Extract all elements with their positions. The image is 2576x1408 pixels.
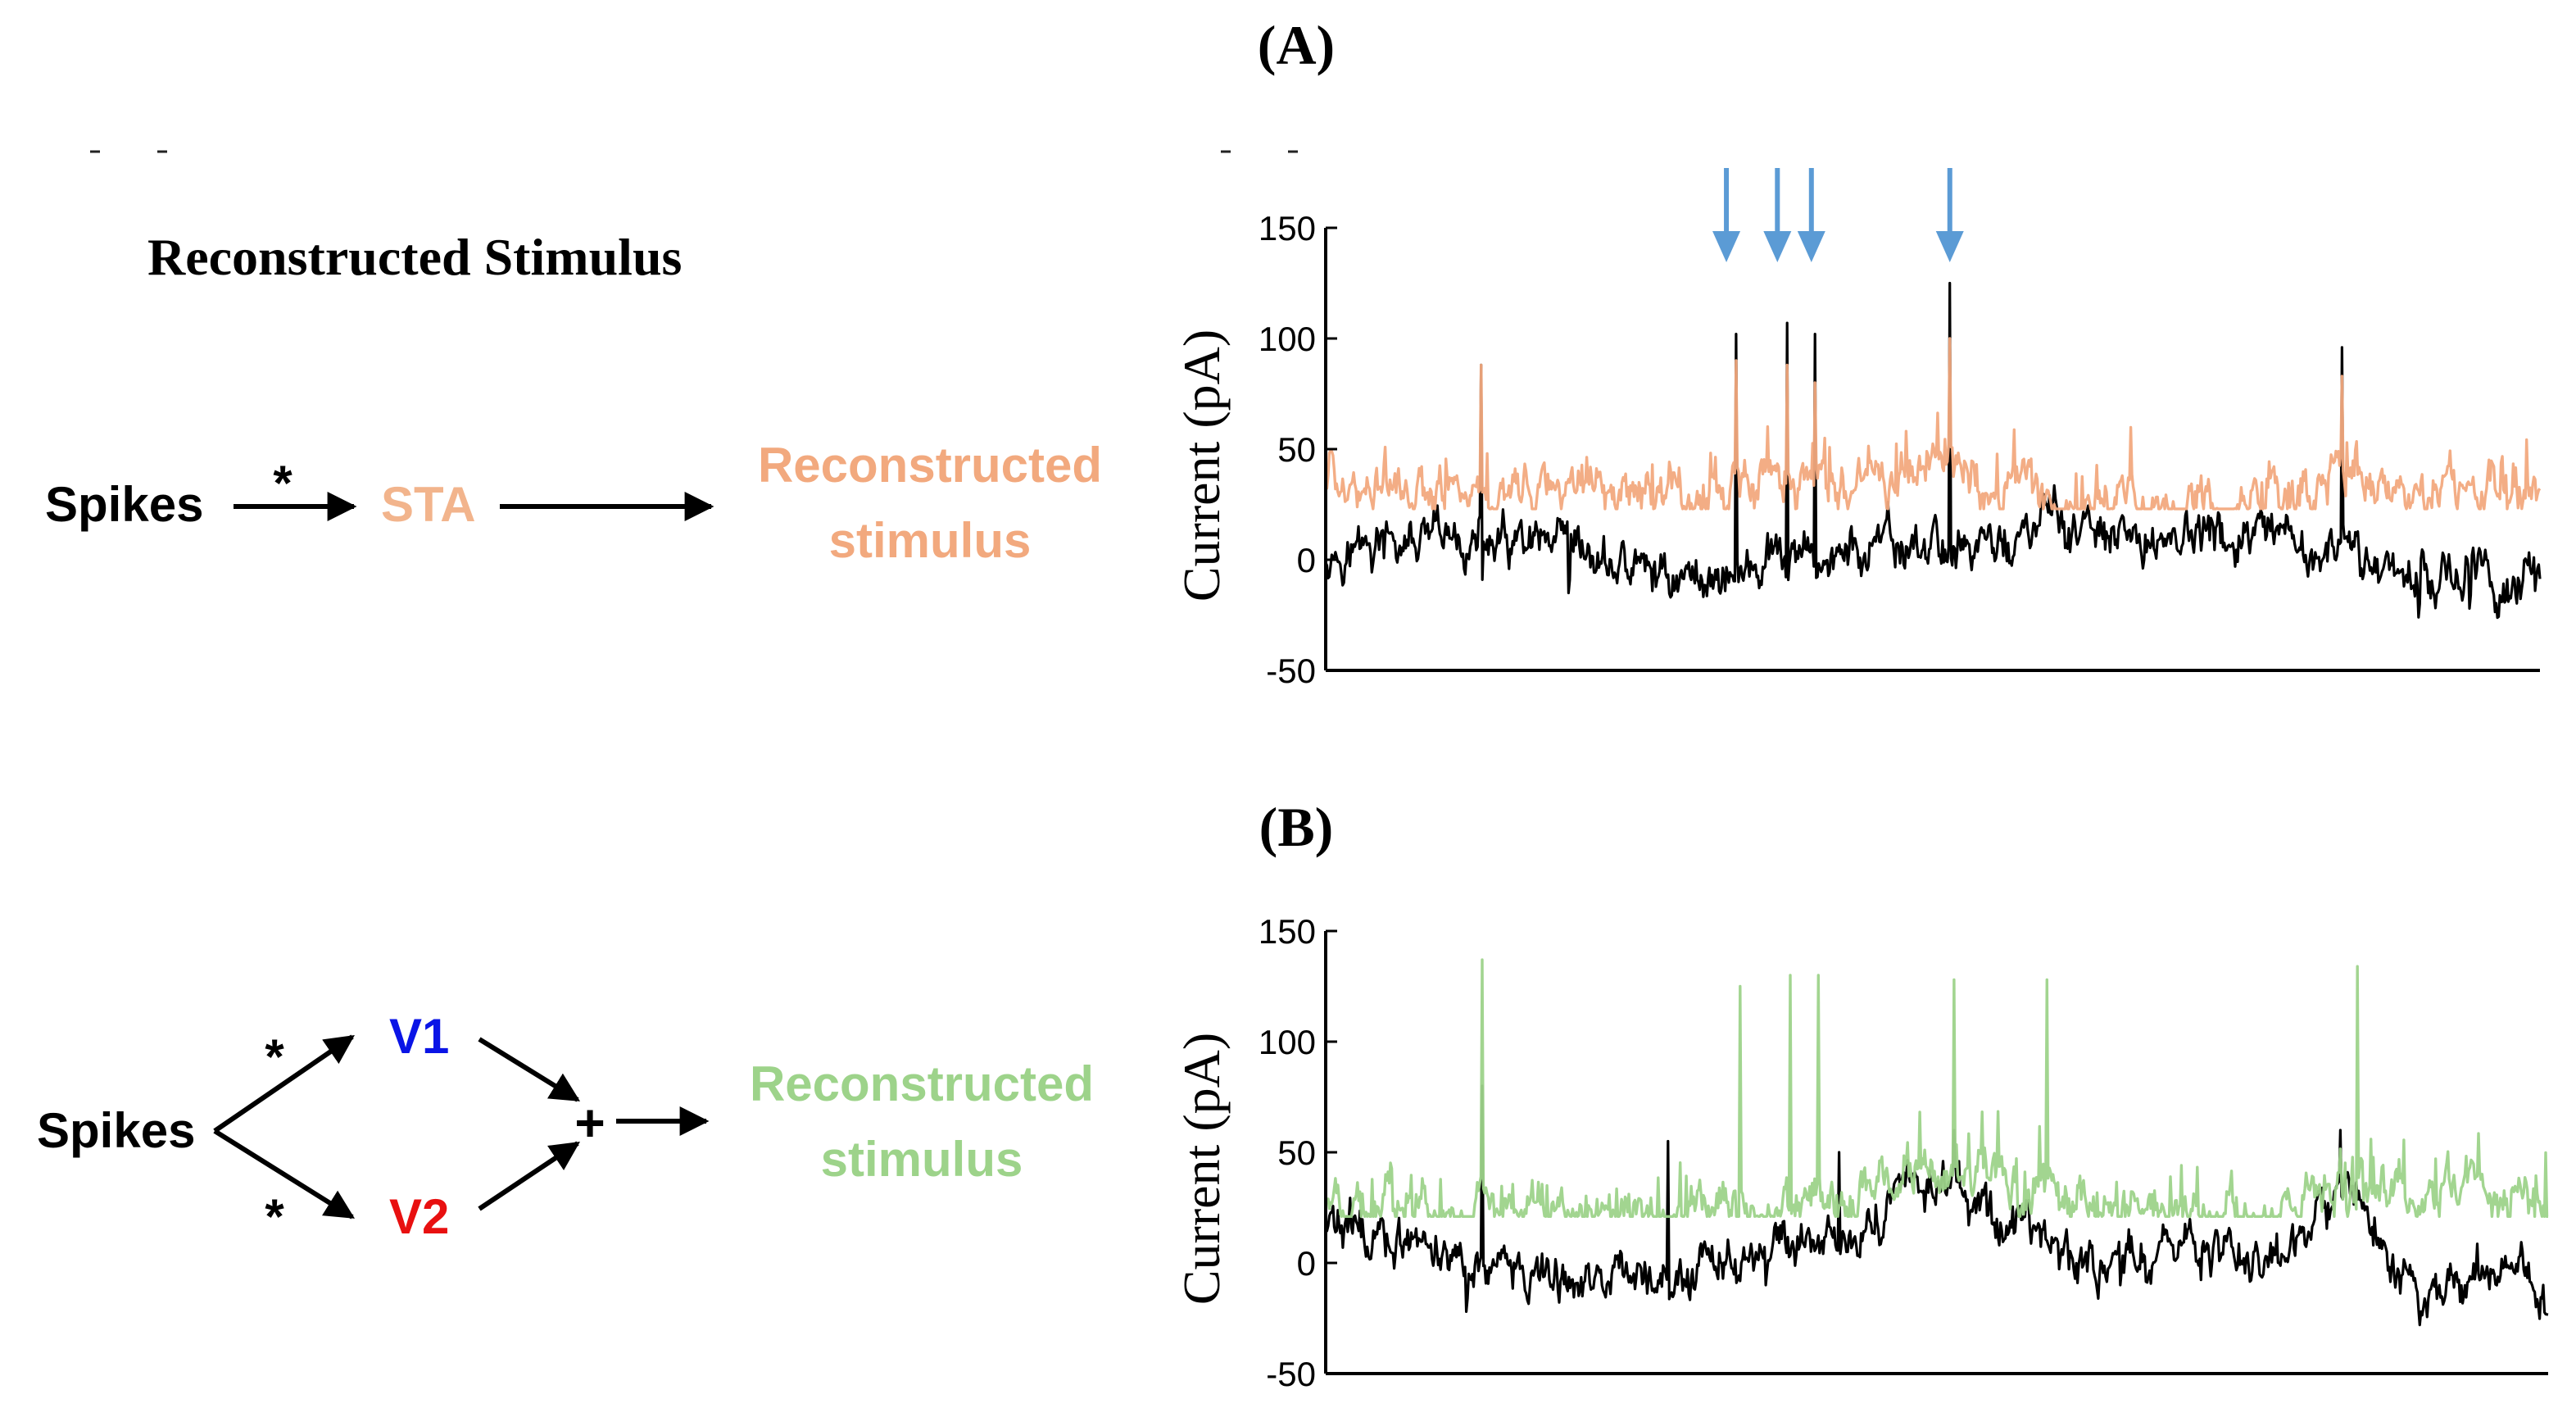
y-tick-label: 50 [1277, 1133, 1316, 1172]
chart-a: 150 100 50 0 -50 Current (pA) [1172, 168, 2542, 690]
series-line-reconstructed [1324, 337, 2542, 511]
diagram-a: Spikes * STA Reconstructed stimulus [45, 438, 1102, 568]
y-axis-label: Current (pA) [1172, 329, 1231, 602]
y-tick-label: 0 [1297, 1244, 1316, 1283]
diagram-a-convolve-symbol: * [273, 456, 293, 511]
diagram-title: Reconstructed Stimulus [147, 228, 682, 286]
diagram-b-sum: + [574, 1093, 605, 1152]
y-tick-label: 150 [1259, 912, 1316, 951]
series-line-reconstructed [1324, 958, 2549, 1218]
series-line-measured [1324, 281, 2542, 620]
diagram-b-arrow-to-v1 [213, 1034, 355, 1133]
diagram-b-arrow-to-v2 [213, 1129, 356, 1220]
annotation-arrow-head [1763, 231, 1792, 262]
diagram-b-output-line1: Reconstructed [750, 1056, 1094, 1111]
diagram-a-sta: STA [381, 477, 476, 532]
diagram-b-v2: V2 [389, 1189, 449, 1244]
series-line-measured [1324, 1084, 2549, 1327]
chart-b: 150 100 50 0 -50 Current (pA) [1172, 912, 2549, 1393]
y-tick-label: 100 [1259, 1023, 1316, 1061]
diagram-a-output-line1: Reconstructed [758, 438, 1102, 493]
diagram-b-spikes: Spikes [37, 1103, 195, 1158]
diagram-b-output-line2: stimulus [821, 1132, 1023, 1187]
diagram-a-spikes: Spikes [45, 477, 203, 532]
y-axis-label: Current (pA) [1172, 1033, 1231, 1305]
y-tick-label: -50 [1266, 652, 1316, 690]
diagram-b-v1: V1 [389, 1009, 449, 1064]
y-tick-label: 150 [1259, 209, 1316, 248]
diagram-b-convolve-bottom: * [265, 1189, 284, 1244]
diagram-b-convolve-top: * [265, 1029, 284, 1084]
y-tick-label: 0 [1297, 541, 1316, 579]
diagram-b-arrow-v2-to-sum [478, 1141, 580, 1211]
diagram-a-output-line2: stimulus [829, 513, 1032, 568]
y-tick-label: 100 [1259, 320, 1316, 358]
annotation-arrow-head [1797, 231, 1825, 262]
panel-label-a: (A) [1258, 14, 1335, 76]
y-tick-label: -50 [1266, 1355, 1316, 1393]
diagram-b-arrow-v1-to-sum [478, 1037, 581, 1102]
diagram-b: Spikes * * V1 V2 + Reconstructed stimulu… [37, 1009, 1094, 1244]
y-tick-label: 50 [1277, 430, 1316, 469]
annotation-arrow-head [1935, 231, 1964, 262]
annotation-arrow-head [1712, 231, 1741, 262]
panel-label-b: (B) [1259, 796, 1334, 858]
